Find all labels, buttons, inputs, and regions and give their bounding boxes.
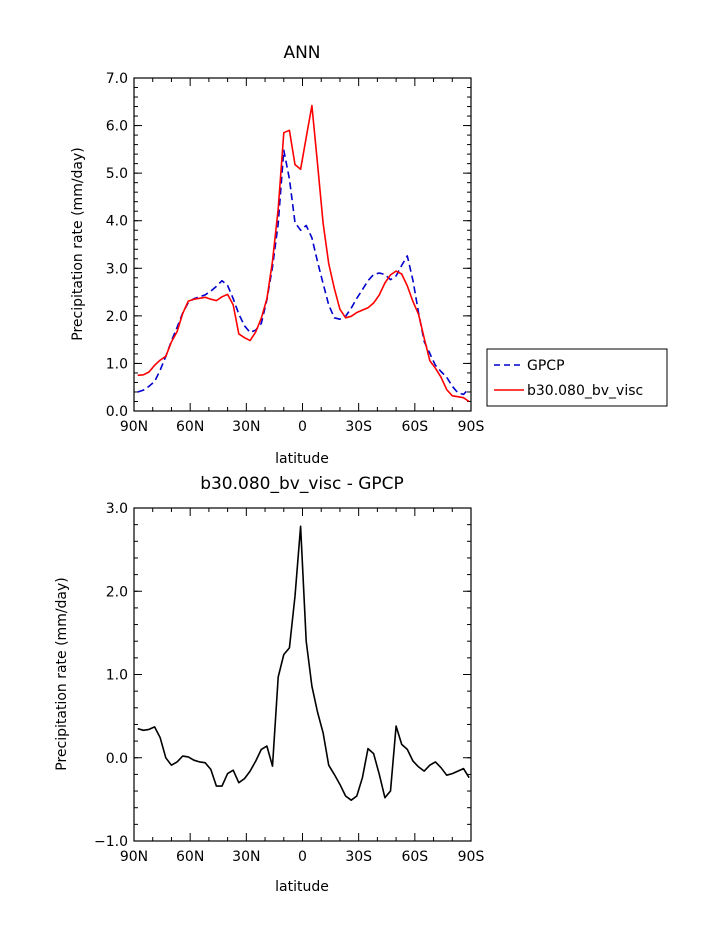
- top-x-axis-label: latitude: [275, 451, 329, 467]
- top-y-tick-label: 0.0: [106, 404, 128, 420]
- bottom-axis-ticks: 90N 60N 30N 0 30S 60S 90S −1.0 0.0 1.0 2.0 3.0: [94, 501, 484, 865]
- bottom-x-tick-label: 60S: [401, 849, 428, 865]
- top-axis-ticks: 90N 60N 30N 0 30S 60S 90S 0.0 1.0 2.0 3.0 4.0 5.0 6.0…: [106, 71, 485, 435]
- bottom-chart: b30.080_bv_visc - GPCP 90N 60N 30N 0 30S 60S 9…: [54, 474, 484, 895]
- legend: GPCP b30.080_bv_visc: [486, 348, 668, 407]
- bottom-series-b30-080-bv-visc-gpcp: [137, 525, 470, 802]
- top-x-tick-label: 30S: [345, 419, 372, 435]
- legend-label-gpcp: GPCP: [527, 358, 565, 374]
- bottom-x-tick-label: 30S: [345, 849, 372, 865]
- top-y-tick-label: 4.0: [106, 214, 128, 230]
- bottom-y-axis-label: Precipitation rate (mm/day): [54, 577, 70, 771]
- bottom-x-tick-label: 90S: [458, 849, 485, 865]
- top-plot-frame: [133, 77, 472, 412]
- bottom-x-tick-label: 30N: [232, 849, 260, 865]
- top-x-tick-label: 60S: [401, 419, 428, 435]
- bottom-y-tick-label: −1.0: [94, 834, 128, 850]
- top-x-tick-label: 60N: [176, 419, 204, 435]
- top-series-gpcp: [137, 149, 470, 396]
- top-y-tick-label: 6.0: [106, 119, 128, 135]
- bottom-y-tick-label: 1.0: [106, 668, 128, 684]
- top-x-tick-label: 90N: [120, 419, 148, 435]
- top-x-tick-label: 30N: [232, 419, 260, 435]
- bottom-chart-title: b30.080_bv_visc - GPCP: [200, 474, 404, 494]
- top-y-tick-label: 1.0: [106, 356, 128, 372]
- top-y-tick-label: 7.0: [106, 71, 128, 87]
- top-x-tick-label: 90S: [458, 419, 485, 435]
- bottom-x-tick-label: 60N: [176, 849, 204, 865]
- bottom-series-lines: [137, 525, 470, 802]
- bottom-y-tick-label: 2.0: [106, 584, 128, 600]
- bottom-x-tick-label: 0: [298, 849, 307, 865]
- bottom-x-axis-label: latitude: [275, 879, 329, 895]
- top-y-tick-label: 5.0: [106, 166, 128, 182]
- bottom-y-tick-label: 0.0: [106, 751, 128, 767]
- top-x-tick-label: 0: [298, 419, 307, 435]
- bottom-y-tick-label: 3.0: [106, 501, 128, 517]
- top-chart: ANN 90N 60N 30N 0 30S 60S 90S 0.0 1.0 2.0 3.0 4.0 5.…: [70, 43, 484, 467]
- legend-label-model: b30.080_bv_visc: [527, 383, 643, 399]
- top-y-axis-label: Precipitation rate (mm/day): [70, 147, 86, 341]
- top-y-tick-label: 3.0: [106, 261, 128, 277]
- top-series-lines: [137, 104, 470, 403]
- top-chart-title: ANN: [283, 43, 320, 63]
- bottom-x-tick-label: 90N: [120, 849, 148, 865]
- top-series-b30-080-bv-visc: [137, 104, 470, 403]
- legend-box: [486, 348, 668, 407]
- top-y-tick-label: 2.0: [106, 309, 128, 325]
